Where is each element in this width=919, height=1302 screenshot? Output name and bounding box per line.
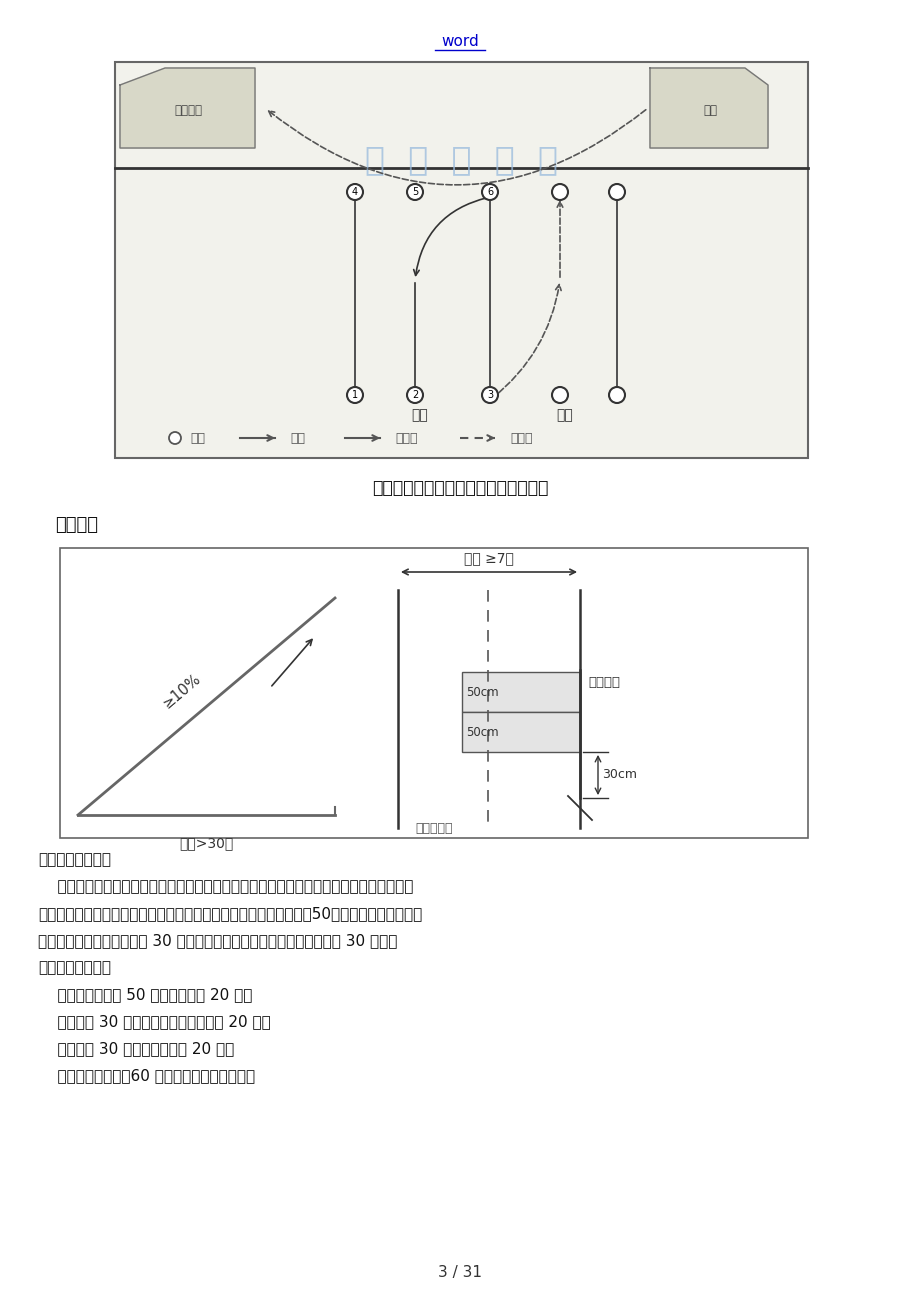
Circle shape [406,184,423,201]
Text: 后溢大于 30 厘米，不与格：息火，扎 20 分；: 后溢大于 30 厘米，不与格：息火，扎 20 分； [38,1014,270,1030]
Circle shape [608,184,624,201]
Text: 起步时一旦挂挡，60 秒不驶离原地，不与格。: 起步时一旦挂挡，60 秒不驶离原地，不与格。 [38,1069,255,1083]
Bar [115,62,807,458]
Text: 定点起步、单边桥、直转弯、侧位停车: 定点起步、单边桥、直转弯、侧位停车 [371,479,548,497]
Circle shape [406,387,423,404]
Text: 坡长>30米: 坡长>30米 [179,836,233,850]
Polygon shape [119,68,255,148]
Text: 定点桩杆: 定点桩杆 [587,676,619,689]
Circle shape [346,184,363,201]
Text: 边缘黄线和白线之间（宽度 30 厘米）。坡道起步，要求车辆倒溜不超过 30 厘米。: 边缘黄线和白线之间（宽度 30 厘米）。坡道起步，要求车辆倒溜不超过 30 厘米… [38,934,397,948]
Circle shape [482,184,497,201]
Bar [60,548,807,838]
Text: 实际上包括两个考试项目，先是上坡路的定点停车，再是坡道的起步行车。定点停车，车: 实际上包括两个考试项目，先是上坡路的定点停车，再是坡道的起步行车。定点停车，车 [38,879,413,894]
Text: 前进线: 前进线 [394,431,417,444]
Text: 左停车位: 左停车位 [174,103,202,116]
Text: 上坡停车: 上坡停车 [55,516,98,534]
Polygon shape [650,68,767,148]
Text: （二）打分标准：: （二）打分标准： [38,961,111,975]
Text: 辆的前保险杠要在定点停车黄线的中间，保险杠不得超越或后缩黄线50厘米，前后右轮要停在: 辆的前保险杠要在定点停车黄线的中间，保险杠不得超越或后缩黄线50厘米，前后右轮要… [38,906,422,922]
Text: 桩位: 桩位 [190,431,205,444]
Text: 倒车线: 倒车线 [509,431,532,444]
Text: 起点: 起点 [702,103,716,116]
Text: 甲库: 甲库 [556,408,573,422]
Text: 乙库: 乙库 [411,408,428,422]
Text: 5: 5 [412,187,417,197]
Text: 路宽 ≥7米: 路宽 ≥7米 [463,551,514,565]
Text: 6: 6 [486,187,493,197]
Text: （俯视图）: （俯视图） [414,822,452,835]
Text: 3 / 31: 3 / 31 [437,1264,482,1280]
Text: word: word [440,34,479,49]
Circle shape [608,387,624,404]
Text: 30cm: 30cm [601,768,636,781]
Circle shape [169,432,181,444]
Text: 50cm: 50cm [466,725,498,738]
Text: 3: 3 [486,391,493,400]
Circle shape [551,387,567,404]
Text: 右边超出 30 厘米围停车，扎 20 分；: 右边超出 30 厘米围停车，扎 20 分； [38,1042,234,1056]
Text: 2: 2 [412,391,417,400]
Text: 驾  校  一  点  通: 驾 校 一 点 通 [365,143,558,177]
Bar [461,712,579,753]
Bar [461,672,579,712]
Text: 1: 1 [352,391,357,400]
Text: ≥10%: ≥10% [159,672,203,712]
Circle shape [346,387,363,404]
Text: 4: 4 [352,187,357,197]
Circle shape [482,387,497,404]
Circle shape [551,184,567,201]
Text: 边线: 边线 [289,431,305,444]
Text: 50cm: 50cm [466,685,498,698]
Text: （一）考试要求：: （一）考试要求： [38,853,111,867]
Text: 不在定点停车线 50 厘米停车，扎 20 分；: 不在定点停车线 50 厘米停车，扎 20 分； [38,987,252,1003]
